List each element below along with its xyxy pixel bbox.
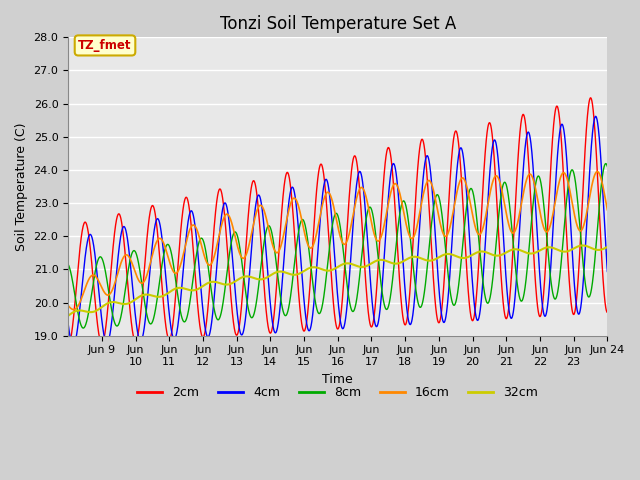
16cm: [294, 203, 302, 209]
2cm: [158, 279, 166, 285]
Text: TZ_fmet: TZ_fmet: [78, 39, 132, 52]
2cm: [294, 286, 302, 292]
16cm: [593, 168, 601, 174]
Line: 32cm: 32cm: [68, 245, 607, 316]
8cm: [604, 164, 611, 169]
8cm: [294, 229, 302, 235]
4cm: [604, 269, 611, 275]
2cm: [64, 343, 72, 348]
Y-axis label: Soil Temperature (C): Soil Temperature (C): [15, 122, 28, 251]
4cm: [535, 259, 543, 264]
Line: 2cm: 2cm: [68, 98, 607, 346]
16cm: [271, 249, 279, 254]
2cm: [587, 95, 595, 101]
32cm: [294, 271, 302, 277]
16cm: [593, 169, 601, 175]
16cm: [70, 307, 77, 312]
32cm: [535, 248, 543, 254]
4cm: [126, 256, 134, 262]
Line: 8cm: 8cm: [68, 164, 607, 328]
32cm: [126, 300, 134, 306]
4cm: [64, 321, 72, 326]
32cm: [604, 244, 611, 250]
4cm: [271, 330, 279, 336]
32cm: [593, 247, 601, 253]
2cm: [126, 303, 134, 309]
Line: 16cm: 16cm: [68, 171, 607, 310]
16cm: [535, 203, 543, 209]
32cm: [158, 294, 166, 300]
4cm: [69, 342, 77, 348]
32cm: [271, 270, 279, 276]
8cm: [535, 173, 543, 179]
4cm: [592, 113, 600, 119]
4cm: [158, 234, 166, 240]
16cm: [64, 303, 72, 309]
4cm: [294, 227, 302, 232]
8cm: [64, 262, 72, 267]
2cm: [271, 303, 279, 309]
2cm: [604, 310, 611, 315]
4cm: [593, 117, 601, 123]
Legend: 2cm, 4cm, 8cm, 16cm, 32cm: 2cm, 4cm, 8cm, 16cm, 32cm: [132, 381, 543, 404]
16cm: [158, 237, 166, 243]
8cm: [593, 232, 601, 238]
32cm: [579, 242, 586, 248]
Title: Tonzi Soil Temperature Set A: Tonzi Soil Temperature Set A: [220, 15, 456, 33]
2cm: [593, 162, 601, 168]
Line: 4cm: 4cm: [68, 116, 607, 345]
8cm: [271, 251, 279, 257]
8cm: [158, 263, 166, 269]
8cm: [79, 325, 87, 331]
16cm: [604, 207, 611, 213]
32cm: [64, 313, 72, 319]
X-axis label: Time: Time: [323, 372, 353, 385]
8cm: [602, 161, 609, 167]
16cm: [126, 255, 134, 261]
8cm: [126, 259, 134, 264]
2cm: [535, 311, 543, 317]
